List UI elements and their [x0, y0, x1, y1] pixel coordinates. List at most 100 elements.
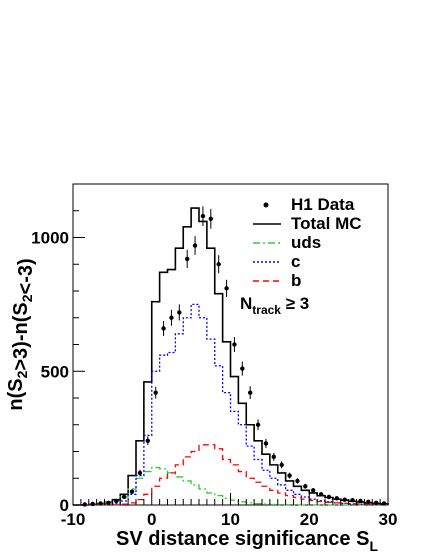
legend-marker — [263, 202, 269, 208]
data-point-marker — [90, 501, 95, 507]
data-point-marker — [271, 454, 277, 460]
data-point — [310, 488, 316, 493]
data-point — [232, 337, 237, 352]
data-point — [90, 501, 95, 507]
data-point-marker — [381, 501, 387, 506]
data-point — [318, 492, 324, 497]
data-point — [153, 386, 158, 399]
plot-area — [72, 183, 389, 507]
legend-label: Total MC — [291, 214, 362, 233]
data-point — [106, 500, 111, 506]
ntrack-annotation: Ntrack ≥ 3 — [240, 294, 309, 317]
x-tick-label: 20 — [300, 510, 319, 529]
y-axis-title: n(S2>3)-n(S2<-3) — [5, 258, 37, 410]
data-point — [342, 497, 347, 502]
series-c-line — [73, 303, 389, 506]
data-point-marker — [106, 500, 111, 506]
data-point-marker — [263, 441, 269, 446]
data-point-marker — [200, 213, 206, 219]
data-point-marker — [326, 494, 332, 500]
data-points-layer — [82, 206, 387, 507]
histogram-series-layer — [73, 207, 389, 506]
legend-label: c — [291, 252, 300, 271]
data-point-marker — [310, 488, 316, 493]
data-point — [114, 498, 119, 504]
data-point-marker — [303, 484, 308, 489]
data-point — [216, 255, 221, 274]
data-point — [271, 452, 277, 461]
data-point — [255, 419, 261, 431]
data-point-marker — [232, 342, 237, 347]
data-point — [247, 386, 253, 400]
data-point-marker — [114, 498, 119, 504]
data-point — [98, 501, 103, 506]
data-point-marker — [295, 478, 300, 484]
legend-label: uds — [291, 233, 321, 252]
x-tick-label: -10 — [61, 510, 86, 529]
data-point — [145, 436, 151, 446]
data-point — [192, 236, 198, 255]
data-point-marker — [216, 262, 221, 267]
data-point — [224, 279, 229, 297]
data-point-marker — [240, 366, 245, 371]
data-point — [200, 206, 206, 226]
y-tick-label: 1000 — [31, 229, 69, 248]
data-point-marker — [137, 470, 143, 476]
data-point-marker — [145, 438, 151, 443]
data-point-marker — [350, 497, 355, 503]
data-point-marker — [82, 502, 88, 507]
data-point — [184, 249, 190, 268]
data-point-marker — [121, 494, 127, 500]
x-tick-label: 0 — [147, 510, 156, 529]
data-point — [263, 438, 269, 449]
data-point — [137, 469, 143, 477]
data-point-marker — [247, 390, 253, 395]
data-point-marker — [192, 243, 198, 248]
axis-ticks — [72, 183, 389, 506]
data-point-marker — [169, 315, 174, 320]
data-point-marker — [255, 422, 261, 427]
data-point-marker — [318, 492, 324, 497]
x-axis-title: SV distance significance SL — [116, 528, 378, 554]
data-point — [295, 478, 300, 484]
data-point-marker — [334, 496, 340, 501]
y-tick-label: 500 — [41, 362, 69, 381]
data-point — [129, 489, 135, 494]
data-point — [334, 496, 340, 501]
data-point-marker — [153, 390, 158, 395]
data-point-marker — [358, 498, 363, 504]
data-point-marker — [342, 497, 347, 502]
data-point — [279, 461, 284, 469]
annotation-text: Ntrack ≥ 3 — [240, 294, 309, 317]
series-total-mc-line — [73, 207, 389, 506]
data-point — [303, 483, 308, 489]
data-point — [121, 494, 127, 500]
data-point — [208, 208, 214, 229]
data-point-marker — [279, 462, 284, 468]
data-point — [169, 309, 174, 326]
legend-entry-b: b — [253, 271, 301, 290]
data-point — [358, 498, 363, 504]
data-point — [326, 494, 332, 500]
y-tick-label: 0 — [60, 496, 69, 515]
data-point-marker — [129, 489, 135, 494]
data-point — [82, 502, 88, 507]
data-point — [161, 320, 166, 336]
data-point — [381, 501, 387, 506]
data-point — [240, 361, 245, 376]
legend-entry-total-mc: Total MC — [253, 214, 362, 233]
data-point-marker — [373, 500, 379, 506]
data-point-marker — [224, 286, 229, 291]
data-point-marker — [366, 499, 371, 504]
x-tick-label: 10 — [221, 510, 240, 529]
data-point-marker — [208, 216, 214, 221]
legend-entry-c: c — [253, 252, 300, 271]
x-tick-label: 30 — [379, 510, 398, 529]
data-point — [366, 499, 371, 504]
data-point-marker — [98, 501, 103, 506]
legend-label: b — [291, 271, 301, 290]
data-point — [373, 500, 379, 506]
